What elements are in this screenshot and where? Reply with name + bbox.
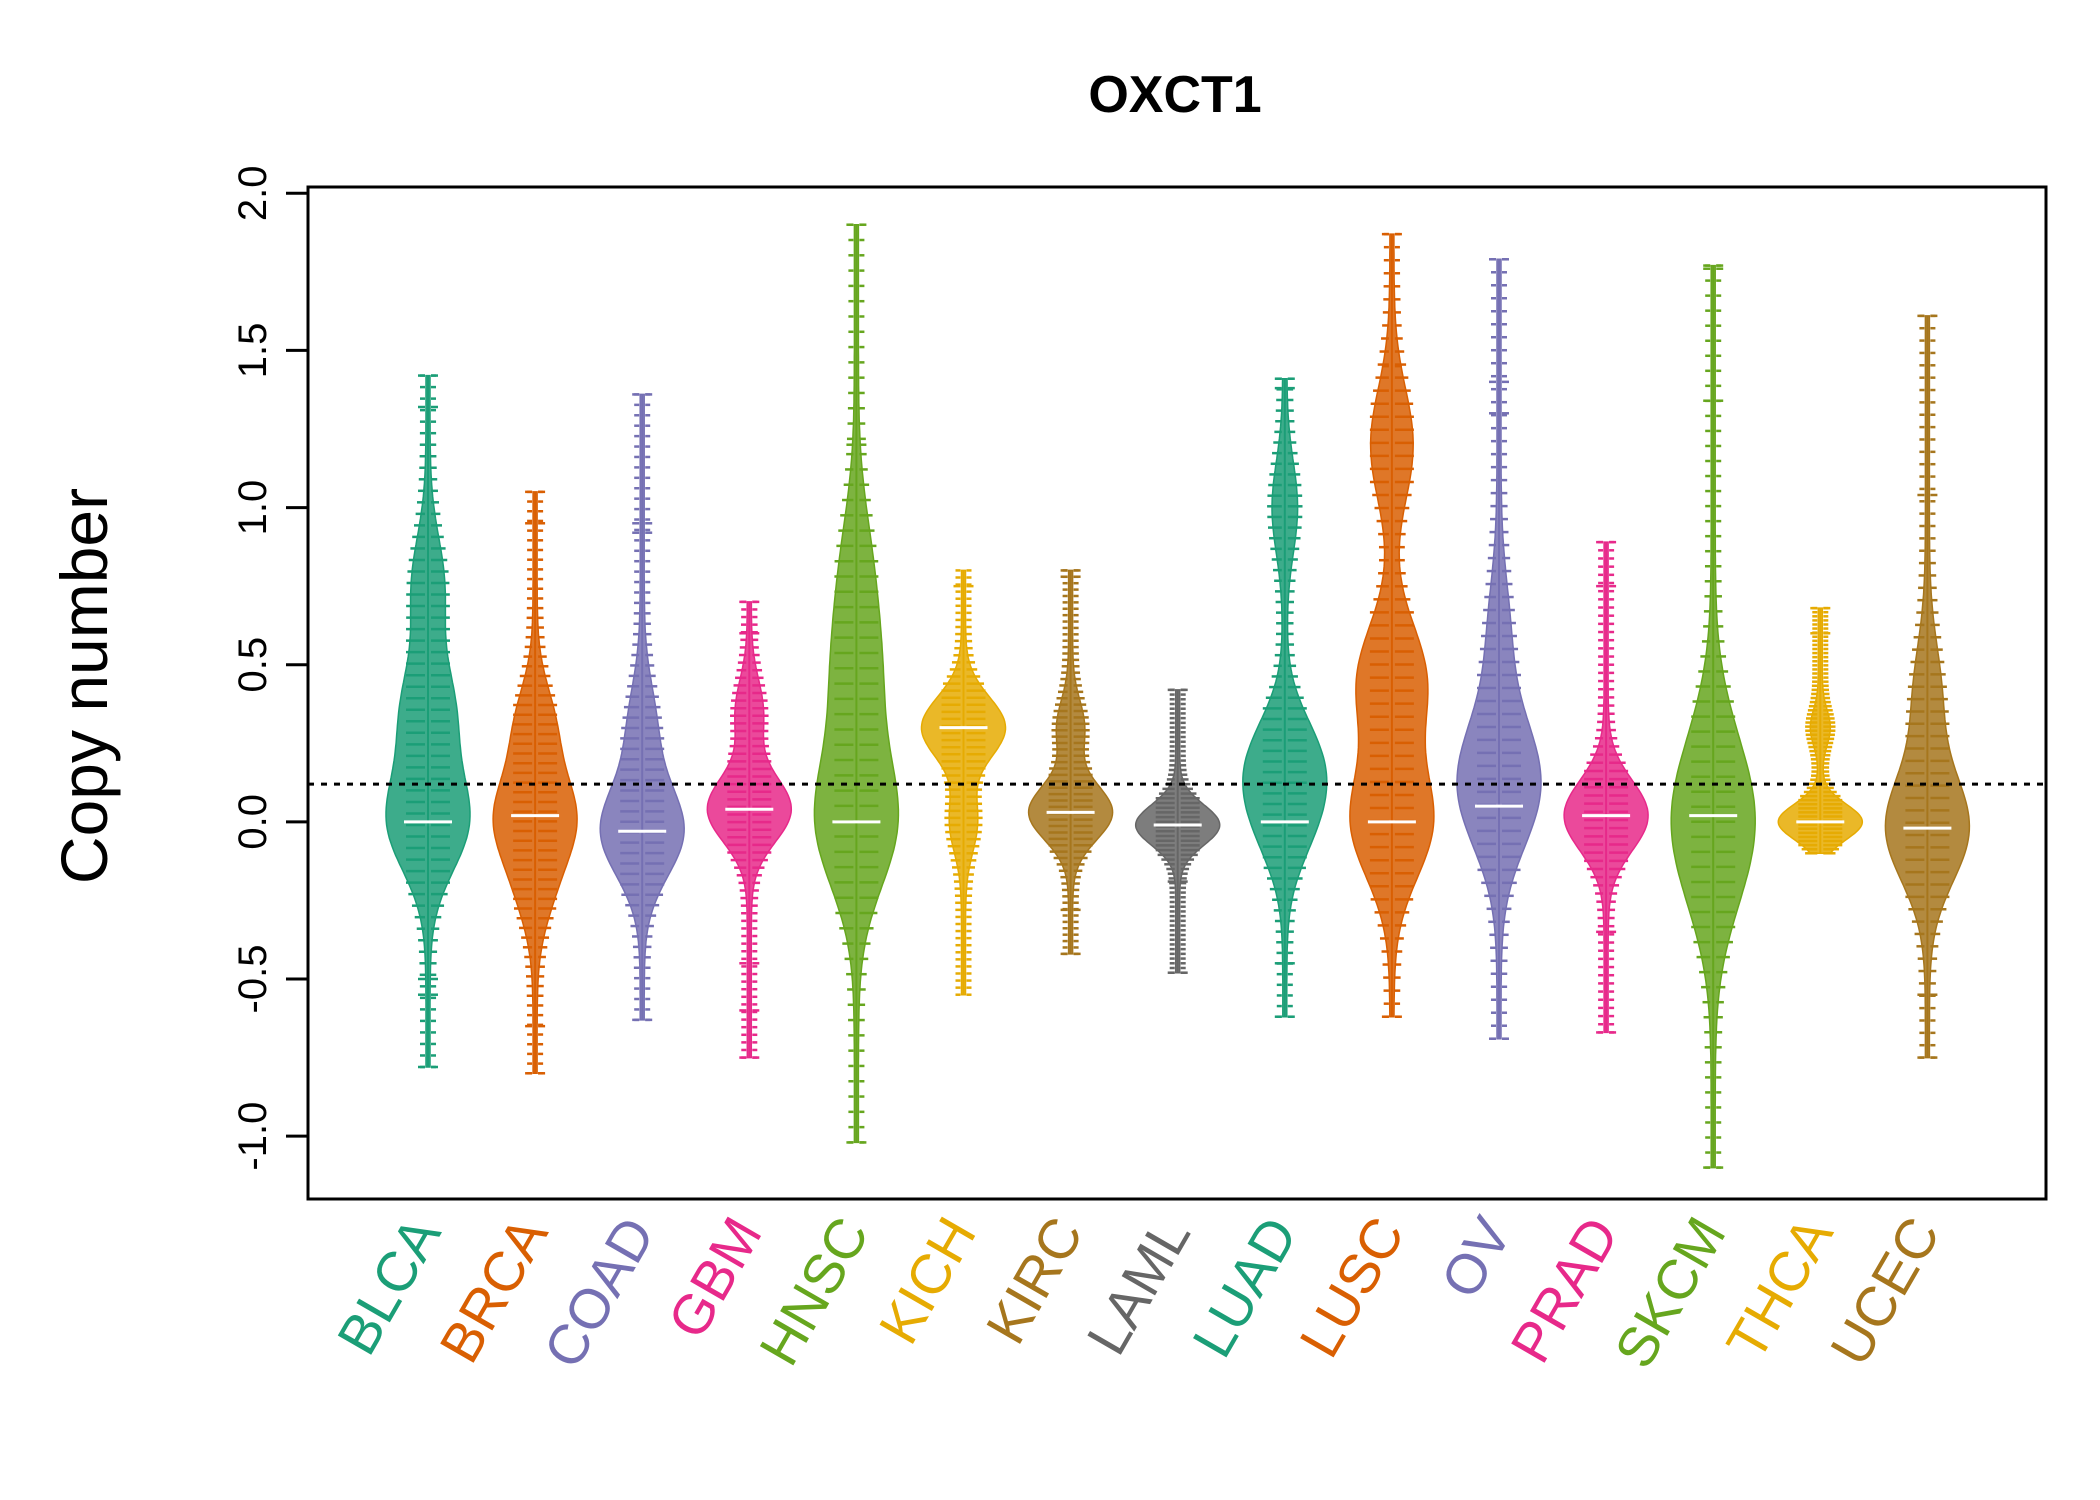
beans-layer xyxy=(385,223,1971,1169)
bean-luad xyxy=(1242,377,1328,1018)
bean-gbm xyxy=(706,600,793,1059)
y-tick-label: -0.5 xyxy=(231,945,275,1014)
y-tick-label: 0.0 xyxy=(231,794,275,850)
x-category-label-hnsc: HNSC xyxy=(747,1207,881,1376)
x-category-label-kich: KICH xyxy=(866,1207,987,1354)
bean-prad xyxy=(1563,540,1649,1034)
bean-lusc xyxy=(1349,232,1435,1018)
y-tick-label: 2.0 xyxy=(231,165,275,221)
bean-ucec xyxy=(1884,314,1971,1059)
chart-title: OXCT1 xyxy=(1088,66,1261,124)
y-axis: -1.0 -0.5 0.0 0.5 1.0 1.5 2.0 xyxy=(231,165,310,1171)
bean-skcm xyxy=(1670,264,1756,1169)
bean-laml xyxy=(1134,688,1221,974)
y-axis-label: Copy number xyxy=(47,488,121,884)
x-category-label-lusc: LUSC xyxy=(1287,1207,1416,1368)
bean-kirc xyxy=(1027,569,1114,956)
bean-thca xyxy=(1777,606,1864,855)
bean-blca xyxy=(385,374,471,1069)
bean-coad xyxy=(599,393,685,1022)
y-tick-label: 0.5 xyxy=(231,637,275,693)
x-category-label-skcm: SKCM xyxy=(1602,1207,1737,1379)
y-tick-label: -1.0 xyxy=(231,1102,275,1171)
bean-hnsc xyxy=(813,223,900,1144)
x-category-label-laml: LAML xyxy=(1074,1207,1202,1365)
x-category-label-luad: LUAD xyxy=(1180,1207,1309,1368)
bean-kich xyxy=(920,569,1007,996)
bean-brca xyxy=(492,490,578,1075)
x-category-label-coad: COAD xyxy=(531,1207,666,1379)
y-tick-label: 1.0 xyxy=(231,480,275,536)
x-category-label-ucec: UCEC xyxy=(1818,1207,1952,1376)
bean-ov xyxy=(1456,258,1542,1040)
y-tick-label: 1.5 xyxy=(231,323,275,379)
x-category-label-ov: OV xyxy=(1428,1206,1523,1308)
